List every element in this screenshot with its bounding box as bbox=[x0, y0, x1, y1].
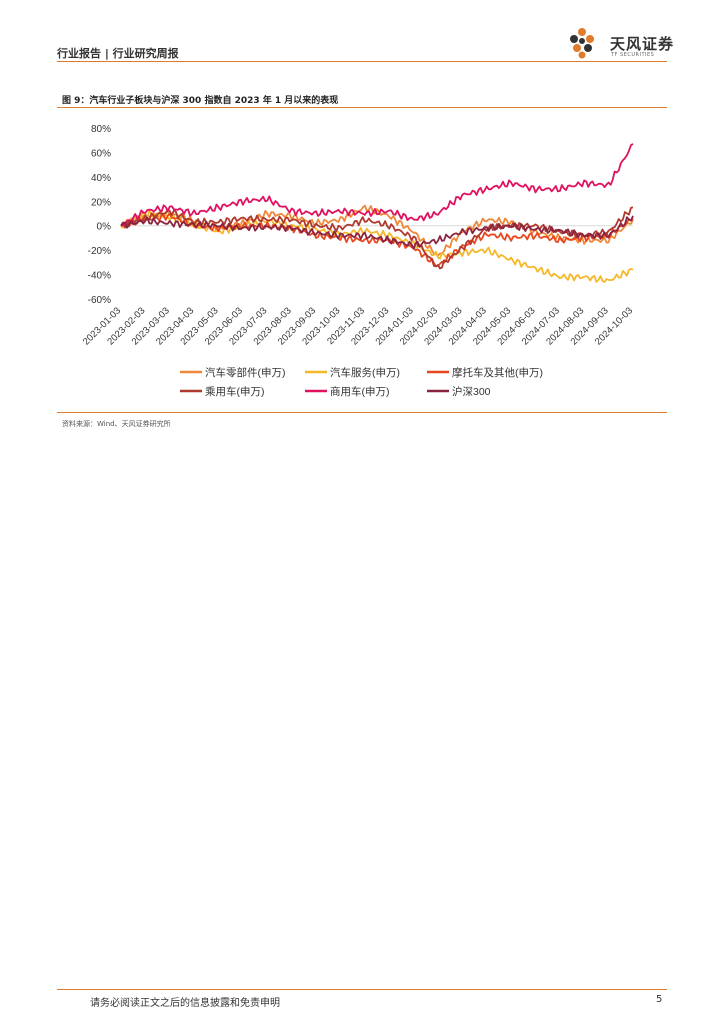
figure-title: 图 9：汽车行业子板块与沪深 300 指数自 2023 年 1 月以来的表现 bbox=[62, 96, 339, 106]
legend: 汽车零部件(申万) 汽车服务(申万) 摩托车及其他(申万) 乘用车(申万) 商用车(申万… bbox=[180, 366, 543, 398]
y-tick-label: 40% bbox=[91, 173, 111, 184]
footer-divider bbox=[57, 989, 667, 990]
series-line-5 bbox=[120, 215, 634, 250]
line-chart: 80% 60% 40% 20% 0% -20% -40% -60% 2023-01-03202… bbox=[81, 124, 635, 398]
y-tick-label: -60% bbox=[88, 295, 111, 306]
y-tick-label: 80% bbox=[91, 124, 111, 135]
y-tick-label: -20% bbox=[88, 246, 111, 257]
figure-bottom-divider bbox=[57, 412, 667, 413]
series-line-2 bbox=[120, 213, 634, 267]
logo-flower-icon bbox=[570, 28, 594, 59]
x-axis: 2023-01-032023-02-032023-03-032023-04-03… bbox=[81, 305, 635, 347]
header-divider bbox=[57, 61, 667, 62]
logo bbox=[570, 28, 594, 59]
legend-label: 商用车(申万) bbox=[330, 385, 390, 398]
y-tick-label: -40% bbox=[88, 271, 111, 282]
figure-top-divider bbox=[57, 107, 667, 108]
series-line-1 bbox=[120, 210, 634, 283]
series-lines bbox=[120, 143, 634, 283]
legend-label: 沪深300 bbox=[452, 385, 491, 398]
y-tick-label: 60% bbox=[91, 148, 111, 159]
logo-subtext: TF SECURITIES bbox=[611, 52, 655, 58]
breadcrumb: 行业报告 | 行业研究周报 bbox=[57, 47, 179, 60]
page-number: 5 bbox=[656, 994, 663, 1005]
legend-label: 摩托车及其他(申万) bbox=[452, 366, 543, 379]
legend-label: 汽车零部件(申万) bbox=[205, 366, 286, 379]
logo-text: 天风证券 bbox=[610, 35, 675, 53]
footer-disclaimer: 请务必阅读正文之后的信息披露和免责申明 bbox=[90, 998, 280, 1009]
source-note: 资料来源：Wind、天风证券研究所 bbox=[62, 420, 171, 428]
y-tick-label: 0% bbox=[97, 222, 112, 233]
series-line-4 bbox=[120, 143, 634, 227]
legend-label: 乘用车(申万) bbox=[205, 385, 265, 398]
y-tick-label: 20% bbox=[91, 197, 111, 208]
legend-label: 汽车服务(申万) bbox=[330, 366, 400, 379]
